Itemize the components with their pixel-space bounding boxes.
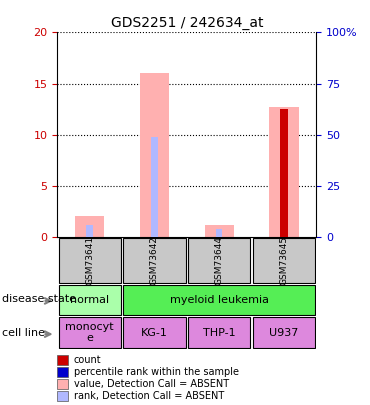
Bar [123, 285, 315, 315]
Bar [87, 225, 93, 237]
Text: GSM73644: GSM73644 [215, 236, 224, 285]
Text: rank, Detection Call = ABSENT: rank, Detection Call = ABSENT [74, 391, 224, 401]
Text: GSM73641: GSM73641 [85, 236, 94, 285]
Bar [151, 137, 158, 237]
Bar [280, 109, 288, 237]
Text: GSM73642: GSM73642 [150, 236, 159, 285]
Bar [188, 238, 250, 283]
Bar [57, 355, 68, 365]
Text: normal: normal [70, 295, 109, 305]
Bar [59, 238, 121, 283]
Text: GSM73645: GSM73645 [279, 236, 289, 285]
Bar [123, 317, 185, 348]
Title: GDS2251 / 242634_at: GDS2251 / 242634_at [111, 16, 263, 30]
Bar [253, 238, 315, 283]
Bar [269, 107, 299, 237]
Bar [123, 238, 185, 283]
Text: percentile rank within the sample: percentile rank within the sample [74, 367, 239, 377]
Text: THP-1: THP-1 [203, 328, 236, 337]
Bar [216, 229, 222, 237]
Bar [140, 73, 169, 237]
Text: value, Detection Call = ABSENT: value, Detection Call = ABSENT [74, 379, 229, 389]
Text: myeloid leukemia: myeloid leukemia [170, 295, 269, 305]
Bar [188, 317, 250, 348]
Bar [75, 217, 104, 237]
Bar [59, 317, 121, 348]
Text: U937: U937 [269, 328, 299, 337]
Text: count: count [74, 355, 102, 365]
Text: KG-1: KG-1 [141, 328, 168, 337]
Text: cell line: cell line [2, 328, 45, 337]
Text: monocyt
e: monocyt e [65, 322, 114, 343]
Bar [57, 379, 68, 389]
Bar [57, 367, 68, 377]
Bar [281, 235, 287, 237]
Text: disease state: disease state [2, 294, 76, 304]
Bar [205, 225, 234, 237]
Bar [57, 391, 68, 401]
Bar [59, 285, 121, 315]
Bar [253, 317, 315, 348]
